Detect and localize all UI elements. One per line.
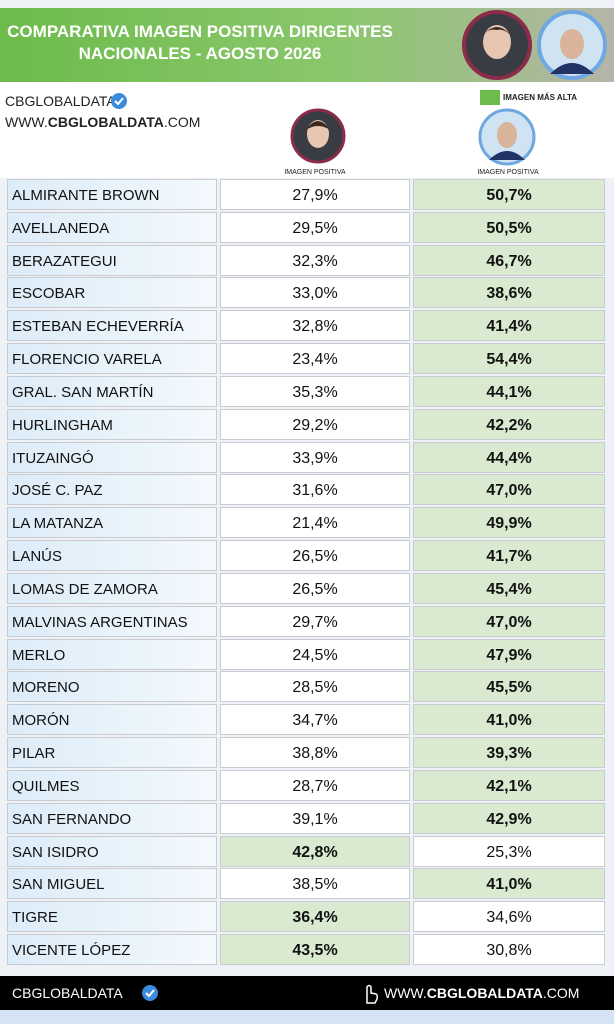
title-line: NACIONALES - AGOSTO 2026 — [78, 44, 322, 63]
row-label: ESCOBAR — [7, 277, 217, 309]
value-cell: 27,9% — [220, 179, 410, 210]
value-cell: 42,8% — [220, 835, 410, 867]
row-label: FLORENCIO VARELA — [7, 343, 217, 375]
value-cell: 29,7% — [220, 605, 410, 637]
footer-brand: CBGLOBALDATA — [12, 985, 123, 1001]
row-label: MERLO — [7, 638, 217, 670]
value-cell: 24,5% — [220, 638, 410, 670]
value-cell: 54,4% — [413, 343, 605, 375]
legend-label: IMAGEN MÁS ALTA — [503, 93, 578, 102]
value-cell: 42,9% — [413, 802, 605, 834]
value-cell: 44,4% — [413, 441, 605, 473]
value-cell: 47,0% — [413, 605, 605, 637]
row-label: AVELLANEDA — [7, 211, 217, 243]
header-avatars — [462, 10, 607, 80]
value-cell: 29,5% — [220, 211, 410, 243]
website-part: WWW. — [5, 114, 48, 130]
value-cell: 28,5% — [220, 671, 410, 703]
value-cell: 46,7% — [413, 244, 605, 276]
row-label: TIGRE — [7, 901, 217, 933]
row-label: ALMIRANTE BROWN — [7, 179, 217, 210]
value-cell: 21,4% — [220, 507, 410, 539]
value-cell: 39,1% — [220, 802, 410, 834]
website: WWW.CBGLOBALDATA.COM — [5, 114, 200, 130]
row-label: LANÚS — [7, 540, 217, 572]
value-cell: 36,4% — [220, 901, 410, 933]
row-label: ITUZAINGÓ — [7, 441, 217, 473]
value-cell: 44,1% — [413, 375, 605, 407]
row-label: VICENTE LÓPEZ — [7, 934, 217, 966]
value-cell: 30,8% — [413, 934, 605, 966]
verified-icon — [142, 985, 158, 1001]
row-label: ESTEBAN ECHEVERRÍA — [7, 310, 217, 342]
row-label: SAN MIGUEL — [7, 868, 217, 900]
value-cell: 42,1% — [413, 769, 605, 801]
row-label: MORÓN — [7, 704, 217, 736]
value-cell: 32,3% — [220, 244, 410, 276]
value-cell: 29,2% — [220, 408, 410, 440]
value-cell: 26,5% — [220, 572, 410, 604]
value-cell: 33,9% — [220, 441, 410, 473]
row-label: JOSÉ C. PAZ — [7, 474, 217, 506]
value-cell: 33,0% — [220, 277, 410, 309]
website-part: CBGLOBALDATA — [47, 114, 164, 130]
value-cell: 42,2% — [413, 408, 605, 440]
column-header: IMAGEN POSITIVA — [477, 169, 539, 176]
row-label: BERAZATEGUI — [7, 244, 217, 276]
website-part: WWW. — [384, 985, 427, 1001]
column-header: IMAGEN POSITIVA — [284, 169, 346, 176]
footer: CBGLOBALDATA WWW.CBGLOBALDATA.COM — [0, 976, 614, 1010]
avatar — [478, 108, 536, 166]
website-part: .COM — [542, 985, 580, 1001]
value-cell: 50,7% — [413, 179, 605, 210]
value-cell: 28,7% — [220, 769, 410, 801]
row-label: LOMAS DE ZAMORA — [7, 572, 217, 604]
value-cell: 26,5% — [220, 540, 410, 572]
value-cell: 47,0% — [413, 474, 605, 506]
value-cell: 41,0% — [413, 868, 605, 900]
value-cell: 38,8% — [220, 737, 410, 769]
value-cell: 38,6% — [413, 277, 605, 309]
row-label: QUILMES — [7, 769, 217, 801]
footer-website: WWW.CBGLOBALDATA.COM — [384, 985, 579, 1001]
row-label: MALVINAS ARGENTINAS — [7, 605, 217, 637]
row-label: HURLINGHAM — [7, 408, 217, 440]
value-cell: 23,4% — [220, 343, 410, 375]
avatar — [290, 108, 346, 164]
value-cell: 25,3% — [413, 835, 605, 867]
value-cell: 34,6% — [413, 901, 605, 933]
value-cell: 45,5% — [413, 671, 605, 703]
legend-swatch — [480, 90, 500, 105]
header: COMPARATIVA IMAGEN POSITIVA DIRIGENTES N… — [0, 8, 614, 82]
value-cell: 41,7% — [413, 540, 605, 572]
row-label: SAN ISIDRO — [7, 835, 217, 867]
verified-icon — [111, 93, 127, 109]
hand-icon — [366, 984, 379, 1004]
value-cell: 41,4% — [413, 310, 605, 342]
value-cell: 32,8% — [220, 310, 410, 342]
value-cell: 34,7% — [220, 704, 410, 736]
value-cell: 35,3% — [220, 375, 410, 407]
row-label: LA MATANZA — [7, 507, 217, 539]
brand-name: CBGLOBALDATA — [5, 93, 116, 109]
subheader: CBGLOBALDATA WWW.CBGLOBALDATA.COM IMAGEN… — [0, 82, 614, 178]
value-cell: 49,9% — [413, 507, 605, 539]
title-line: COMPARATIVA IMAGEN POSITIVA DIRIGENTES — [7, 22, 393, 41]
value-cell: 31,6% — [220, 474, 410, 506]
value-cell: 43,5% — [220, 934, 410, 966]
value-cell: 50,5% — [413, 211, 605, 243]
row-label: SAN FERNANDO — [7, 802, 217, 834]
row-label: MORENO — [7, 671, 217, 703]
website-part: .COM — [163, 114, 201, 130]
bottom-strip — [0, 1010, 614, 1024]
value-cell: 39,3% — [413, 737, 605, 769]
row-label: PILAR — [7, 737, 217, 769]
value-cell: 47,9% — [413, 638, 605, 670]
row-label: GRAL. SAN MARTÍN — [7, 375, 217, 407]
value-cell: 38,5% — [220, 868, 410, 900]
website-part: CBGLOBALDATA — [426, 985, 543, 1001]
value-cell: 41,0% — [413, 704, 605, 736]
value-cell: 45,4% — [413, 572, 605, 604]
